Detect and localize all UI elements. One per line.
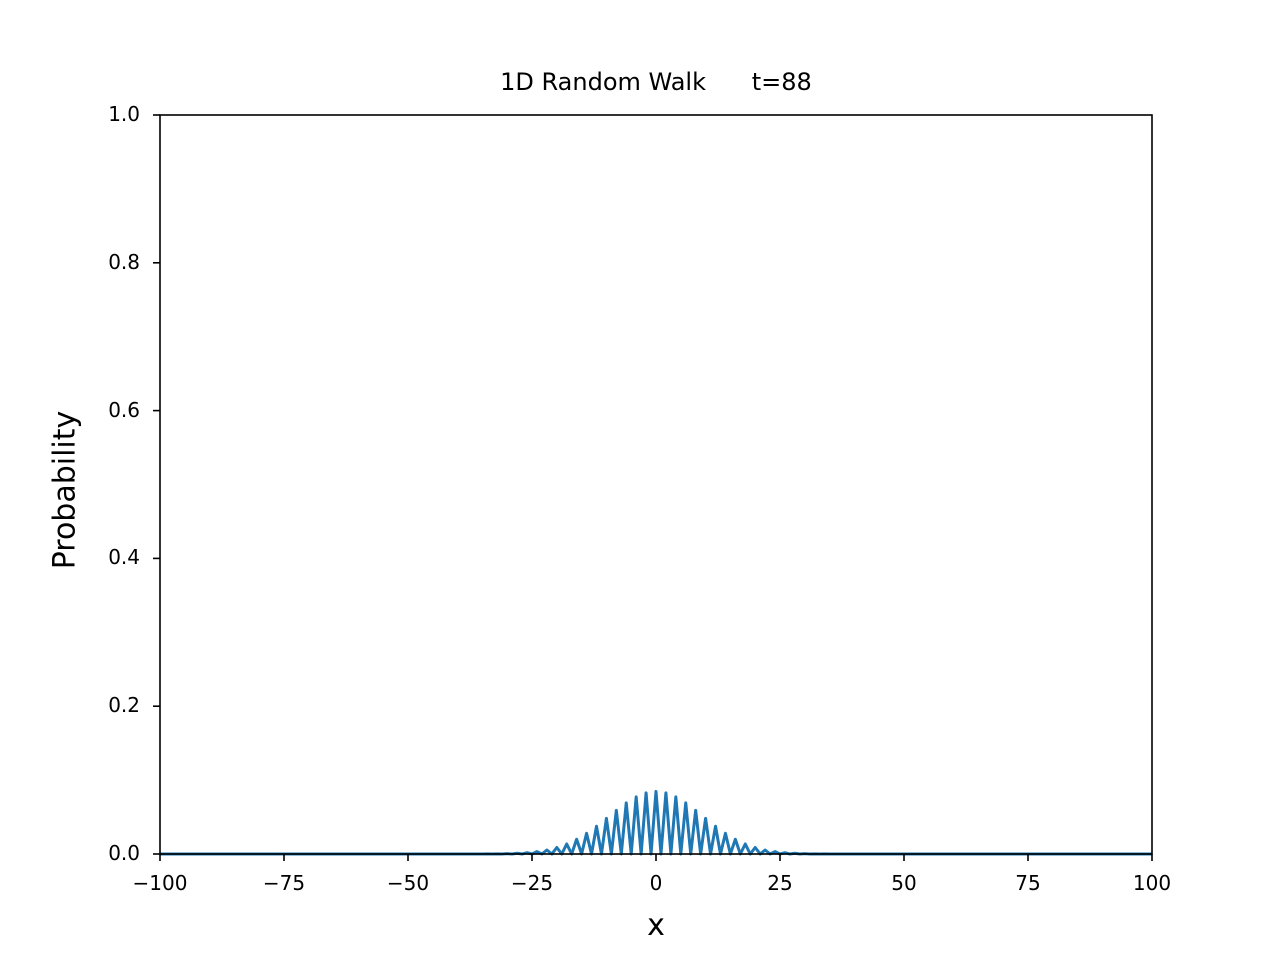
chart-title: 1D Random Walk t=88 <box>500 68 812 96</box>
y-tick-label: 1.0 <box>108 102 140 126</box>
x-axis-label: x <box>647 908 665 943</box>
y-tick-label: 0.2 <box>108 693 140 718</box>
axes-frame <box>159 114 1153 855</box>
x-tick-label: 0 <box>649 871 663 895</box>
x-tick-label: 50 <box>891 871 917 895</box>
x-tick-label: −50 <box>386 871 430 895</box>
y-tick-label: 0.6 <box>108 397 140 422</box>
x-tick-label: 100 <box>1132 871 1172 895</box>
y-tick-label: 0.0 <box>108 841 140 865</box>
x-tick-label: −25 <box>510 871 554 895</box>
x-tick-label: −75 <box>262 871 306 895</box>
y-tick-label: 0.4 <box>108 545 140 570</box>
x-tick-label: 25 <box>767 871 793 895</box>
probability-line <box>160 789 1152 856</box>
x-tick-marks <box>159 854 1153 861</box>
x-tick-label: 75 <box>1015 871 1041 895</box>
y-tick-label: 0.8 <box>108 249 140 274</box>
probability-polyline <box>160 789 1152 856</box>
x-tick-label: −100 <box>132 871 188 895</box>
y-tick-marks <box>153 114 160 855</box>
